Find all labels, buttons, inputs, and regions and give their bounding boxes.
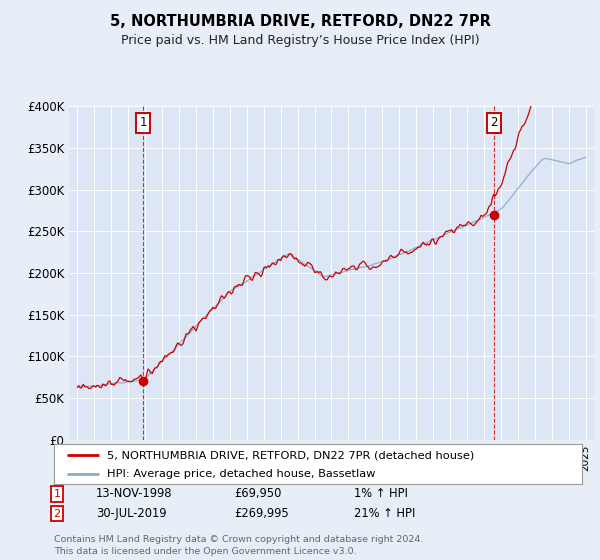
Text: £69,950: £69,950 [234, 487, 281, 501]
Text: 13-NOV-1998: 13-NOV-1998 [96, 487, 173, 501]
Text: Contains HM Land Registry data © Crown copyright and database right 2024.
This d: Contains HM Land Registry data © Crown c… [54, 535, 424, 556]
Text: HPI: Average price, detached house, Bassetlaw: HPI: Average price, detached house, Bass… [107, 469, 375, 479]
Text: 1: 1 [53, 489, 61, 499]
Text: 5, NORTHUMBRIA DRIVE, RETFORD, DN22 7PR (detached house): 5, NORTHUMBRIA DRIVE, RETFORD, DN22 7PR … [107, 450, 474, 460]
Text: 2: 2 [53, 508, 61, 519]
Text: 5, NORTHUMBRIA DRIVE, RETFORD, DN22 7PR: 5, NORTHUMBRIA DRIVE, RETFORD, DN22 7PR [110, 14, 490, 29]
Text: 1% ↑ HPI: 1% ↑ HPI [354, 487, 408, 501]
Text: 1: 1 [139, 116, 147, 129]
Text: 30-JUL-2019: 30-JUL-2019 [96, 507, 167, 520]
Text: Price paid vs. HM Land Registry’s House Price Index (HPI): Price paid vs. HM Land Registry’s House … [121, 34, 479, 46]
Text: £269,995: £269,995 [234, 507, 289, 520]
Text: 2: 2 [490, 116, 497, 129]
Text: 21% ↑ HPI: 21% ↑ HPI [354, 507, 415, 520]
